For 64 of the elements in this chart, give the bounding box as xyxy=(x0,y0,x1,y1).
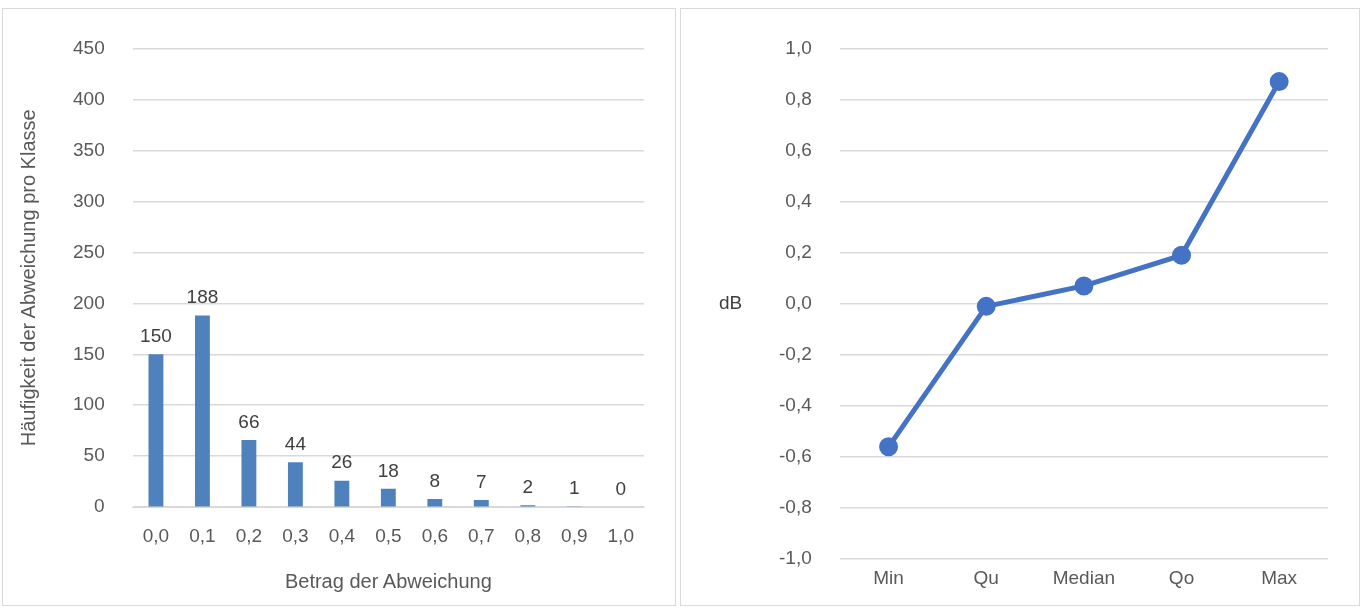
y-tick-label: 0,4 xyxy=(785,189,813,211)
bar xyxy=(194,315,210,507)
x-tick-label: 0,8 xyxy=(514,524,542,546)
x-tick-label: 0,0 xyxy=(142,524,170,546)
y-tick-label: 0 xyxy=(94,495,105,517)
data-label: 44 xyxy=(284,433,307,455)
x-tick-label: Max xyxy=(1261,566,1298,588)
bar xyxy=(380,488,396,507)
y-tick-label: -0,2 xyxy=(778,343,812,365)
point xyxy=(1172,245,1192,265)
y-tick-label: 300 xyxy=(73,189,105,211)
bar xyxy=(427,499,443,507)
y-tick-label: 400 xyxy=(73,87,105,109)
data-label: 2 xyxy=(522,475,534,497)
x-tick-label: Median xyxy=(1052,566,1116,588)
y-tick-label: 150 xyxy=(73,342,105,364)
y-tick-label: 50 xyxy=(83,444,105,466)
x-tick-label: 0,2 xyxy=(235,524,263,546)
bar xyxy=(241,439,257,507)
data-label: 0 xyxy=(615,477,627,499)
data-label: 18 xyxy=(377,459,399,481)
x-tick-label: 0,1 xyxy=(189,524,216,546)
bar xyxy=(473,500,489,507)
y-tick-label: 0,6 xyxy=(785,138,812,160)
y-tick-label: -0,8 xyxy=(778,496,812,518)
y-tick-label: 0,8 xyxy=(785,87,812,109)
x-tick-label: 0,3 xyxy=(282,524,309,546)
y-tick-label: 100 xyxy=(73,393,105,415)
y-tick-label: -0,6 xyxy=(778,445,812,467)
x-axis-title: Betrag der Abweichung xyxy=(284,569,492,592)
y-tick-label: 0,2 xyxy=(785,240,812,262)
x-tick-label: Qo xyxy=(1168,566,1195,588)
x-tick-label: Qu xyxy=(973,566,999,588)
y-tick-label: 250 xyxy=(73,240,105,262)
point xyxy=(879,437,899,457)
bar xyxy=(148,354,164,507)
x-tick-label: 0,9 xyxy=(561,524,588,546)
y-axis-title: dB xyxy=(719,292,743,314)
bar xyxy=(334,480,350,507)
x-tick-label: 0,4 xyxy=(328,524,356,546)
data-label: 7 xyxy=(476,470,487,492)
y-tick-label: 200 xyxy=(73,291,105,313)
x-tick-label: 1,0 xyxy=(607,524,634,546)
data-label: 66 xyxy=(238,410,260,432)
data-label: 26 xyxy=(331,451,353,473)
y-tick-label: 350 xyxy=(73,138,105,160)
x-tick-label: 0,7 xyxy=(468,524,495,546)
y-tick-label: 0,0 xyxy=(785,292,812,314)
data-label: 8 xyxy=(429,469,441,491)
x-tick-label: Min xyxy=(873,566,904,588)
data-label: 150 xyxy=(140,325,172,346)
y-tick-label: 1,0 xyxy=(785,36,812,58)
y-tick-label: -1,0 xyxy=(778,547,812,569)
y-axis-title: Häufigkeit der Abweichung pro Klasse xyxy=(16,109,39,447)
data-label: 1 xyxy=(568,476,580,498)
point xyxy=(1074,276,1094,296)
point xyxy=(976,296,996,316)
y-tick-label: -0,4 xyxy=(778,394,813,416)
x-tick-label: 0,5 xyxy=(375,524,402,546)
bar xyxy=(287,462,303,507)
y-tick-label: 450 xyxy=(73,36,105,58)
data-label: 188 xyxy=(186,286,219,308)
x-tick-label: 0,6 xyxy=(421,524,449,546)
point xyxy=(1269,72,1289,92)
